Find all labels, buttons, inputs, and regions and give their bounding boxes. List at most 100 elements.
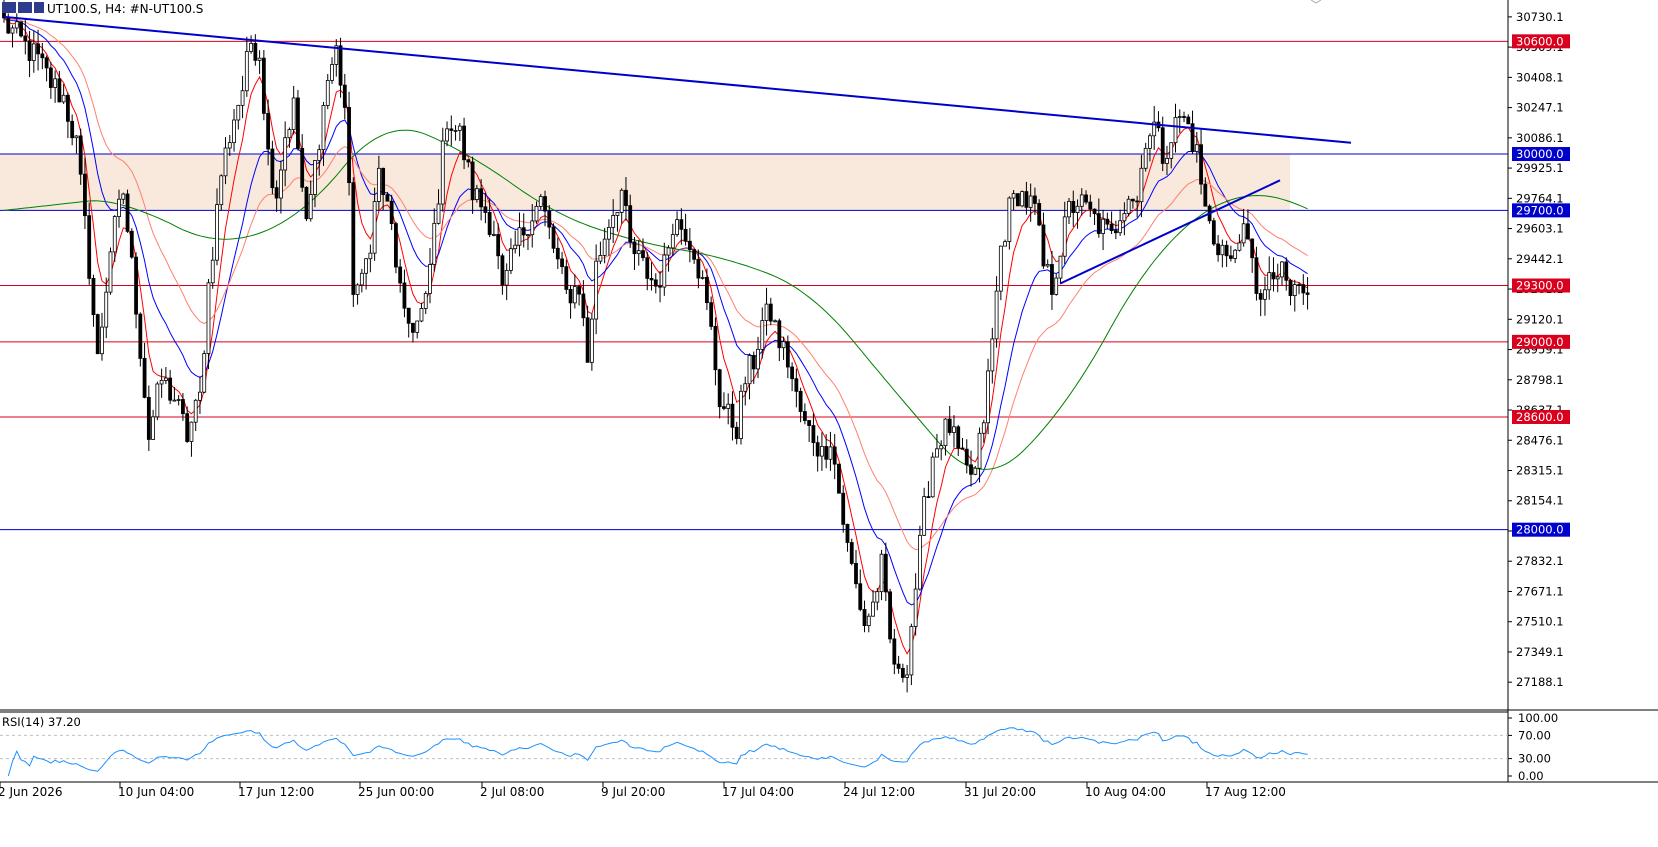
candle bbox=[875, 587, 880, 611]
level-label-box[interactable] bbox=[1512, 409, 1570, 424]
candle bbox=[696, 249, 701, 289]
candle-body bbox=[1109, 223, 1114, 231]
candle bbox=[257, 50, 262, 74]
candle bbox=[977, 427, 982, 483]
level-label-box[interactable] bbox=[1512, 334, 1570, 349]
candle bbox=[726, 393, 731, 425]
candle-body bbox=[581, 293, 586, 319]
candle bbox=[568, 285, 573, 319]
candle bbox=[172, 387, 177, 402]
candle-body bbox=[828, 446, 833, 460]
candle-body bbox=[879, 553, 884, 593]
candle bbox=[538, 193, 543, 210]
candle bbox=[419, 302, 424, 323]
candle-body bbox=[1131, 198, 1135, 202]
candle-body bbox=[990, 338, 995, 372]
trendline-descending[interactable] bbox=[3, 15, 1352, 144]
candle-body bbox=[125, 193, 130, 232]
candle-body bbox=[10, 27, 15, 34]
candle bbox=[764, 287, 769, 336]
chart-window-icon[interactable] bbox=[18, 2, 32, 13]
candle-body bbox=[163, 377, 168, 381]
chart-window-icon[interactable] bbox=[2, 2, 16, 13]
candle bbox=[969, 450, 973, 487]
candle-body bbox=[500, 255, 505, 286]
candle bbox=[440, 127, 445, 212]
candle bbox=[432, 208, 437, 272]
candle bbox=[849, 538, 854, 566]
candle bbox=[811, 413, 816, 457]
candle bbox=[751, 351, 756, 384]
candle bbox=[1007, 196, 1012, 250]
candle-body bbox=[1007, 197, 1012, 243]
candle bbox=[526, 234, 530, 250]
candle bbox=[1284, 257, 1289, 291]
candle-body bbox=[338, 45, 343, 86]
candle-body bbox=[1143, 147, 1148, 169]
candle bbox=[998, 245, 1003, 301]
candle-body bbox=[649, 277, 654, 281]
moving-average-line-4 bbox=[3, 129, 1308, 470]
level-label-box[interactable] bbox=[1512, 522, 1570, 537]
candle-body bbox=[308, 194, 313, 220]
candle bbox=[832, 434, 837, 480]
candle-body bbox=[794, 378, 799, 392]
candle bbox=[283, 121, 288, 187]
candle-body bbox=[74, 135, 79, 139]
candle bbox=[121, 192, 126, 204]
candle bbox=[304, 186, 309, 222]
candle-body bbox=[577, 286, 581, 295]
candle-body bbox=[108, 251, 113, 293]
candle-body bbox=[892, 638, 897, 665]
candle-body bbox=[607, 227, 611, 240]
candle bbox=[1041, 212, 1046, 269]
candle bbox=[66, 92, 70, 139]
candle bbox=[926, 481, 931, 499]
candle-body bbox=[1288, 279, 1293, 296]
candle bbox=[598, 241, 603, 265]
candle bbox=[185, 406, 190, 443]
candle bbox=[1254, 246, 1259, 301]
candle-body bbox=[1062, 216, 1067, 257]
candle bbox=[402, 269, 407, 318]
candle bbox=[1054, 273, 1059, 296]
level-label-box[interactable] bbox=[1512, 278, 1570, 293]
candle bbox=[794, 368, 799, 408]
candle bbox=[1126, 195, 1131, 217]
candle-body bbox=[376, 167, 381, 202]
candle-body bbox=[811, 425, 816, 444]
candle bbox=[943, 418, 948, 456]
level-label-box[interactable] bbox=[1512, 34, 1570, 49]
candle-body bbox=[1058, 255, 1063, 279]
candle-body bbox=[48, 67, 53, 88]
trendline-ascending[interactable] bbox=[1059, 179, 1281, 285]
candle-body bbox=[687, 240, 692, 251]
price-tick-label: 29925.1 bbox=[1516, 161, 1564, 175]
candle bbox=[78, 128, 83, 185]
candle-body bbox=[227, 142, 232, 149]
time-axis-label: 31 Jul 20:00 bbox=[964, 785, 1036, 799]
candle-body bbox=[219, 175, 224, 206]
candle bbox=[1237, 234, 1242, 252]
candle bbox=[670, 223, 675, 256]
level-label-box[interactable] bbox=[1512, 147, 1570, 162]
candle bbox=[1075, 199, 1080, 229]
candle bbox=[14, 13, 19, 34]
candle bbox=[866, 613, 871, 633]
candle-body bbox=[781, 341, 786, 349]
candle-body bbox=[632, 241, 637, 255]
candle bbox=[981, 419, 986, 443]
candle bbox=[883, 542, 888, 602]
candle-body bbox=[555, 247, 560, 260]
chart-window-icon[interactable] bbox=[34, 2, 44, 13]
level-label: 29000.0 bbox=[1516, 335, 1564, 349]
candle-body bbox=[572, 286, 577, 304]
candle-body bbox=[760, 320, 765, 350]
candle bbox=[692, 248, 697, 264]
candle bbox=[385, 191, 390, 202]
level-label-box[interactable] bbox=[1512, 203, 1570, 218]
candle-body bbox=[317, 149, 322, 161]
candle bbox=[436, 189, 441, 225]
candle bbox=[202, 350, 207, 394]
candle bbox=[100, 312, 104, 361]
